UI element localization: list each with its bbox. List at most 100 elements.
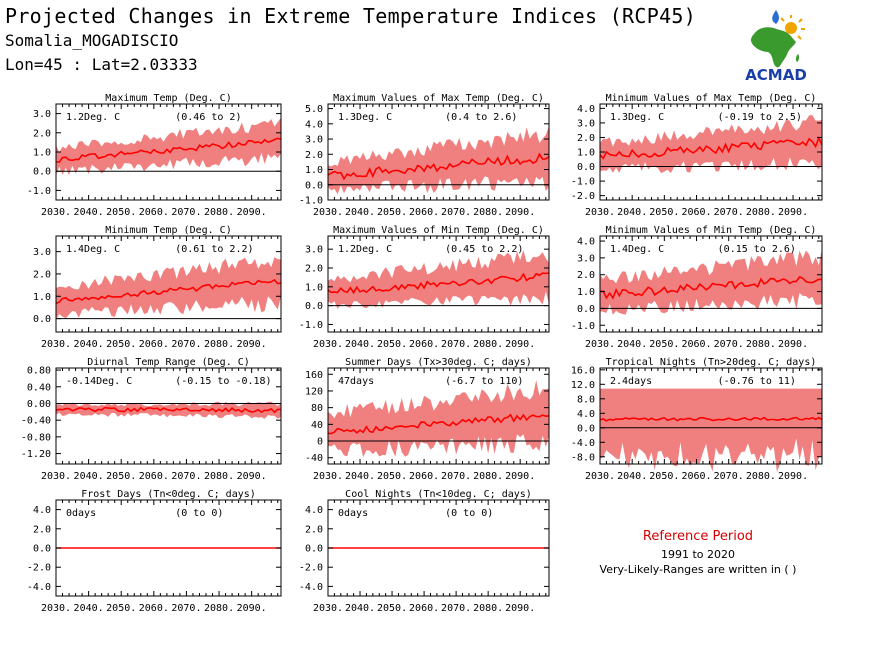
y-tick-label: -1.0: [571, 177, 595, 188]
very-likely-range-label: (0.61 to 2.2): [175, 244, 253, 255]
y-tick-label: 2.0: [33, 128, 51, 139]
y-tick-label: 2.0: [577, 270, 595, 281]
x-tick-label: 2090.: [778, 339, 808, 350]
plot-frame: [327, 367, 550, 465]
x-tick-label: 2070.: [441, 471, 471, 482]
x-tick-label: 2080.: [746, 207, 776, 218]
y-tick-label: 3.0: [305, 245, 323, 256]
median-series-line: [327, 413, 550, 435]
plot-frame: [327, 235, 550, 333]
uncertainty-band: [328, 380, 549, 458]
x-tick-label: 2060.: [409, 603, 439, 614]
plot-frame: [599, 367, 823, 465]
location-name: Somalia_MOGADISCIO: [5, 31, 179, 50]
very-likely-range-label: (0.15 to 2.6): [718, 244, 796, 255]
x-tick-label: 2070.: [441, 339, 471, 350]
africa-map-with-raindrop-and-sun-icon: [751, 10, 805, 68]
x-tick-label: 2070.: [171, 603, 201, 614]
very-likely-range-label: (-0.76 to 11): [718, 376, 796, 387]
y-tick-label: 0.0: [305, 544, 323, 555]
x-tick-label: 2040.: [345, 603, 375, 614]
very-likely-range-label: (0 to 0): [445, 508, 493, 519]
uncertainty-band: [56, 257, 281, 320]
x-tick-label: 2090.: [505, 471, 535, 482]
x-tick-label: 2070.: [714, 207, 744, 218]
change-value-label: 1.2Deg. C: [66, 112, 120, 123]
x-tick-label: 2060.: [409, 471, 439, 482]
x-tick-label: 2090.: [505, 603, 535, 614]
y-tick-label: 0.80: [27, 366, 51, 377]
y-tick-label: 0.0: [33, 314, 51, 325]
median-series-line: [55, 278, 282, 305]
y-tick-label: -2.0: [27, 563, 51, 574]
y-tick-label: -4.0: [571, 438, 595, 449]
y-tick-label: 1.0: [305, 165, 323, 176]
x-tick-label: 2050.: [377, 339, 407, 350]
x-tick-label: 2080.: [204, 603, 234, 614]
x-tick-label: 2030.: [313, 603, 343, 614]
y-tick-label: -8.0: [571, 452, 595, 463]
y-tick-label: 12.0: [571, 380, 595, 391]
y-tick-label: -1.0: [299, 320, 323, 331]
y-tick-label: 1.0: [305, 282, 323, 293]
x-tick-label: 2060.: [681, 339, 711, 350]
chart-panel-8: 2030. 2040. 2050. 2060. 2070. 2080. 2090. -40 0 4…: [305, 357, 550, 482]
x-tick-label: 2030.: [313, 471, 343, 482]
chart-panel-7: 2030. 2040. 2050. 2060. 2070. 2080. 2090. -1.20…: [21, 357, 282, 482]
x-tick-label: 2090.: [505, 207, 535, 218]
x-tick-label: 2090.: [778, 471, 808, 482]
x-tick-label: 2030.: [41, 207, 71, 218]
logo-text: ACMAD: [745, 66, 807, 84]
x-tick-label: 2090.: [237, 471, 267, 482]
x-tick-label: 2080.: [473, 207, 503, 218]
x-tick-label: 2030.: [41, 471, 71, 482]
x-tick-label: 2040.: [74, 603, 104, 614]
y-tick-label: -0.80: [21, 432, 51, 443]
y-tick-label: 0: [317, 437, 323, 448]
chart-title: Minimum Temp (Deg. C): [105, 225, 231, 236]
x-tick-label: 2060.: [409, 339, 439, 350]
change-value-label: 1.3Deg. C: [338, 112, 392, 123]
y-tick-label: 2.0: [305, 524, 323, 535]
median-series-line: [55, 406, 282, 414]
x-tick-label: 2040.: [345, 471, 375, 482]
x-tick-label: 2050.: [377, 471, 407, 482]
y-tick-label: 2.0: [33, 524, 51, 535]
y-tick-label: 2.0: [577, 133, 595, 144]
x-tick-label: 2080.: [204, 339, 234, 350]
median-series-line: [327, 152, 550, 181]
y-tick-label: 4.0: [577, 104, 595, 115]
chart-title: Frost Days (Tn<0deg. C; days): [81, 489, 256, 500]
reference-period-title: Reference Period: [642, 529, 754, 544]
plot-frame: [599, 235, 823, 333]
median-series-line: [599, 135, 823, 160]
x-tick-label: 2070.: [171, 339, 201, 350]
x-tick-label: 2030.: [585, 471, 615, 482]
x-tick-label: 2090.: [237, 603, 267, 614]
chart-title: Minimum Values of Max Temp (Deg. C): [606, 93, 817, 104]
change-value-label: 47days: [338, 376, 374, 387]
x-tick-label: 2070.: [171, 471, 201, 482]
very-likely-range-label: (-6.7 to 110): [445, 376, 523, 387]
chart-panel-10: 2030. 2040. 2050. 2060. 2070. 2080. 2090. -4.0 -…: [27, 489, 282, 614]
very-likely-range-label: (0.45 to 2.2): [445, 244, 523, 255]
x-tick-label: 2080.: [746, 471, 776, 482]
median-series-line: [599, 276, 823, 300]
y-tick-label: 0.0: [33, 167, 51, 178]
reference-period-years: 1991 to 2020: [660, 548, 736, 561]
y-tick-label: 0.0: [305, 301, 323, 312]
y-tick-label: 4.0: [33, 505, 51, 516]
chart-title: Maximum Values of Min Temp (Deg. C): [333, 225, 544, 236]
x-tick-label: 2050.: [106, 603, 136, 614]
uncertainty-band: [328, 125, 549, 195]
y-tick-label: 2.0: [305, 150, 323, 161]
change-value-label: 0days: [338, 508, 368, 519]
x-tick-label: 2040.: [74, 207, 104, 218]
y-tick-label: 0.40: [27, 382, 51, 393]
x-tick-label: 2080.: [473, 471, 503, 482]
y-tick-label: 120: [305, 386, 323, 397]
uncertainty-band: [600, 388, 822, 473]
x-tick-label: 2030.: [41, 339, 71, 350]
change-value-label: 0days: [66, 508, 96, 519]
